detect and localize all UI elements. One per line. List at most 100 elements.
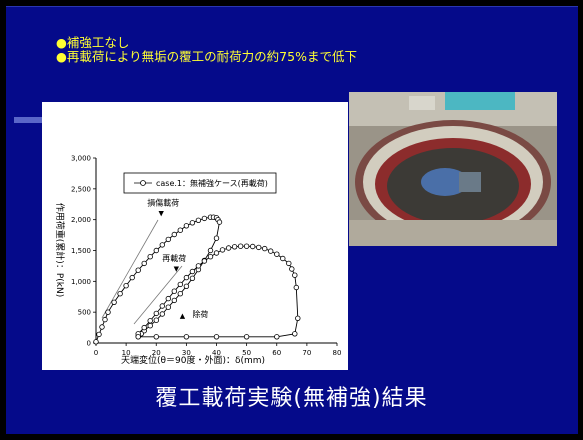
data-point [147, 318, 153, 324]
data-point [189, 220, 196, 226]
data-point [111, 299, 117, 305]
photo-floor [349, 220, 557, 246]
data-point [295, 315, 301, 321]
x-tick-label: 70 [302, 349, 311, 357]
decorative-bar [14, 117, 42, 123]
data-point [280, 255, 286, 262]
data-point [99, 324, 105, 330]
y-ticks: 0 500 1,000 1,500 2,000 2,500 3,000 [71, 155, 96, 348]
data-point [207, 247, 214, 254]
y-tick-label: 2,000 [71, 216, 91, 224]
data-point [274, 334, 280, 340]
y-tick-label: 1,500 [71, 247, 91, 255]
data-point [102, 316, 108, 323]
data-point [129, 274, 135, 281]
guide-line-reload [133, 265, 183, 325]
data-point [274, 251, 280, 257]
data-point [243, 243, 250, 249]
x-tick-label: 80 [333, 349, 342, 357]
data-point [135, 334, 141, 340]
data-point [213, 250, 220, 256]
data-point [165, 236, 171, 243]
guide-line-damage [101, 219, 159, 319]
data-point [293, 284, 299, 291]
y-tick-label: 2,500 [71, 185, 91, 193]
data-point [93, 339, 99, 345]
data-point [141, 324, 147, 331]
data-point [177, 281, 183, 288]
data-point [249, 243, 256, 250]
data-point [123, 282, 129, 289]
data-point [147, 322, 153, 329]
data-point [289, 266, 295, 272]
data-point [231, 244, 238, 250]
data-point [183, 223, 190, 229]
data-point [207, 253, 214, 260]
data-point [117, 290, 123, 297]
x-tick-label: 20 [152, 349, 161, 357]
data-point [195, 217, 202, 223]
test-rig-photo [349, 92, 557, 246]
bullet-reload-capacity: ●再載荷により無垢の覆工の耐荷力の約75%まで低下 [56, 49, 357, 64]
bullet-no-reinforcement: ●補強工なし [56, 35, 130, 50]
data-point [171, 231, 177, 238]
x-tick-label: 10 [122, 349, 131, 357]
data-point [243, 334, 250, 340]
data-point [195, 263, 202, 269]
x-tick-label: 30 [182, 349, 191, 357]
data-point [261, 245, 268, 252]
x-tick-label: 40 [212, 349, 221, 357]
slide-caption: 覆工載荷実験(無補強)結果 [155, 386, 428, 411]
annotation-group: 損傷載荷 ▼ 再載荷 ▼ 除荷 ▲ [147, 197, 208, 320]
legend-label: case.1：無補強ケース(再載荷) [156, 178, 268, 188]
legend: case.1：無補強ケース(再載荷) [123, 172, 277, 194]
data-point [153, 317, 159, 323]
x-axis-label: 天端変位(θ＝90度・外面)：δ(mm) [121, 354, 265, 366]
data-point [213, 334, 220, 340]
legend-marker [140, 180, 146, 186]
x-tick-label: 0 [94, 349, 98, 357]
data-point [177, 227, 183, 233]
annotation-label: 除荷 [192, 309, 208, 319]
data-point [159, 311, 165, 317]
annotation-arrow: ▼ [174, 265, 180, 273]
data-point [201, 258, 208, 264]
data-point [183, 283, 190, 289]
y-tick-label: 1,000 [71, 278, 91, 286]
data-point [183, 334, 190, 340]
data-point [292, 331, 298, 337]
photo-structure [409, 96, 435, 110]
data-point [159, 303, 165, 309]
load-displacement-chart: 0 10 20 30 40 50 60 70 80 0 500 1,000 1,500 2,000 2,5… [42, 102, 348, 370]
photo-center-block [459, 172, 481, 192]
data-point [153, 247, 159, 254]
data-point [165, 304, 171, 310]
data-point [213, 235, 220, 241]
data-point [96, 331, 102, 338]
annotation-arrow: ▲ [180, 312, 186, 320]
legend-box [123, 172, 277, 194]
data-point [165, 295, 171, 302]
chart-svg: 0 10 20 30 40 50 60 70 80 0 500 1,000 1,500 2,000 2,5… [54, 155, 342, 367]
data-point [189, 268, 196, 275]
data-point [255, 244, 262, 251]
photo-blue-tarp [445, 92, 515, 110]
y-tick-label: 500 [78, 309, 91, 317]
annotation-label: 損傷載荷 [147, 197, 179, 207]
data-point [141, 260, 147, 267]
data-point [135, 267, 141, 273]
data-point [219, 247, 226, 253]
x-tick-label: 60 [272, 349, 281, 357]
y-axis-label: 作用荷重(累計)：P(kN) [54, 203, 66, 297]
data-point [183, 274, 190, 281]
y-tick-label: 3,000 [71, 155, 91, 163]
series-group [93, 214, 301, 345]
data-point [189, 275, 196, 281]
data-point [153, 310, 159, 317]
photo-center-equipment [421, 168, 469, 196]
data-point [153, 334, 159, 340]
data-point [105, 309, 111, 315]
data-point [225, 245, 232, 251]
data-point [171, 288, 177, 294]
